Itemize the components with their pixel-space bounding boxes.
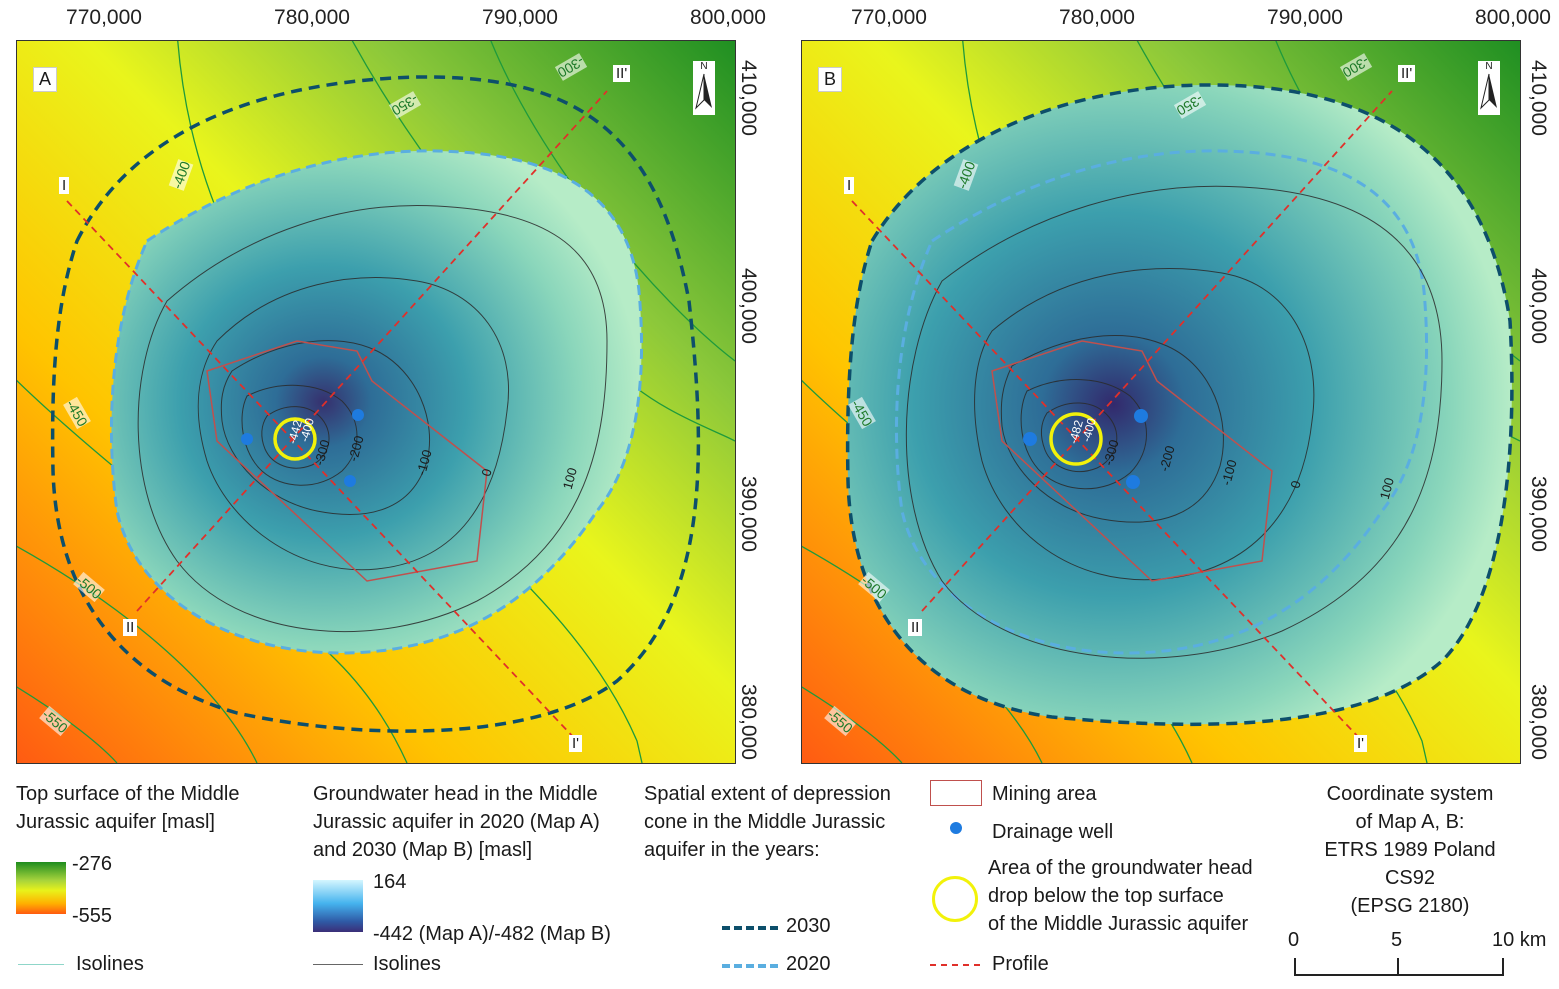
profile-label-ii-prime: II' — [1398, 65, 1416, 82]
legend-line: and 2030 (Map B) [masl] — [313, 839, 532, 861]
head-isoline-swatch — [313, 964, 363, 965]
map-a[interactable]: A N I I' II II' -300 -350 -400 -450 -500… — [16, 40, 736, 764]
scale-ten: 10 km — [1492, 929, 1547, 951]
legend-line: cone in the Middle Jurassic — [644, 811, 886, 833]
y-tick: 390,000 — [737, 476, 760, 552]
legend-line: of Map A, B: — [1355, 811, 1465, 833]
scale-zero: 0 — [1288, 929, 1300, 951]
map-letter: A — [33, 67, 58, 92]
head-ramp — [313, 880, 363, 932]
profile-label-ii-prime: II' — [613, 65, 631, 82]
profile-label-i-prime: I' — [569, 735, 583, 752]
x-tick: 780,000 — [1059, 6, 1135, 29]
head-max: 164 — [373, 871, 407, 893]
legend-line: Top surface of the Middle — [16, 783, 240, 805]
profile-label-ii: II — [123, 619, 138, 636]
north-arrow-icon: N — [693, 61, 715, 115]
legend-line: of the Middle Jurassic aquifer — [988, 913, 1249, 935]
legend-line: Jurassic aquifer in 2020 (Map A) — [313, 811, 600, 833]
y-tick: 390,000 — [1527, 476, 1550, 552]
y-tick: 410,000 — [737, 60, 760, 136]
cone-2030-label: 2030 — [786, 915, 831, 937]
x-tick: 770,000 — [851, 6, 927, 29]
drainage-well-label: Drainage well — [992, 821, 1114, 843]
mining-area-label: Mining area — [992, 783, 1097, 805]
y-tick: 410,000 — [1527, 60, 1550, 136]
north-label: N — [1485, 61, 1493, 72]
legend-line: Spatial extent of depression — [644, 783, 891, 805]
north-label: N — [700, 61, 708, 72]
legend-line: drop below the top surface — [988, 885, 1224, 907]
legend-top-surface-title: Top surface of the Middle Jurassic aquif… — [16, 780, 239, 836]
x-tick: 800,000 — [1475, 6, 1551, 29]
head-isolines-label: Isolines — [373, 953, 441, 975]
profile-swatch — [930, 964, 980, 966]
x-tick: 770,000 — [66, 6, 142, 29]
profile-label-i: I — [844, 177, 855, 194]
head-drop-label: Area of the groundwater head drop below … — [988, 854, 1253, 938]
y-tick: 380,000 — [1527, 684, 1550, 760]
profile-label-ii: II — [908, 619, 923, 636]
head-min: -442 (Map A)/-482 (Map B) — [373, 923, 611, 945]
x-tick: 790,000 — [482, 6, 558, 29]
legend-line: aquifer in the years: — [644, 839, 820, 861]
head-drop-swatch — [932, 876, 978, 922]
x-tick: 800,000 — [690, 6, 766, 29]
legend-line: Jurassic aquifer [masl] — [16, 811, 215, 833]
map-b[interactable]: B N I I' II II' -300 -350 -400 -450 -500… — [801, 40, 1521, 764]
drainage-well-swatch — [950, 822, 962, 834]
x-tick: 780,000 — [274, 6, 350, 29]
y-tick: 380,000 — [737, 684, 760, 760]
legend-line: Groundwater head in the Middle — [313, 783, 598, 805]
top-isolines-label: Isolines — [76, 953, 144, 975]
y-tick: 400,000 — [737, 268, 760, 344]
scale-five: 5 — [1391, 929, 1403, 951]
legend-line: ETRS 1989 Poland CS92 — [1324, 839, 1496, 889]
mining-area-swatch — [930, 780, 982, 806]
scale-bar — [1294, 958, 1504, 976]
north-arrow-icon: N — [1478, 61, 1500, 115]
y-tick: 400,000 — [1527, 268, 1550, 344]
legend-line: Coordinate system — [1326, 783, 1494, 805]
legend-cone-title: Spatial extent of depression cone in the… — [644, 780, 891, 864]
top-surface-min: -555 — [72, 905, 113, 927]
profile-label: Profile — [992, 953, 1049, 975]
cone-2030-swatch — [722, 926, 778, 930]
legend-head-title: Groundwater head in the Middle Jurassic … — [313, 780, 600, 864]
profile-label-i-prime: I' — [1354, 735, 1368, 752]
top-surface-max: -276 — [72, 853, 113, 875]
cone-2020-label: 2020 — [786, 953, 831, 975]
profile-label-i: I — [59, 177, 70, 194]
x-tick: 790,000 — [1267, 6, 1343, 29]
map-letter: B — [818, 67, 843, 92]
cone-2020-swatch — [722, 964, 778, 968]
legend-line: (EPSG 2180) — [1350, 895, 1470, 917]
scale-bar-mid-tick — [1397, 958, 1399, 974]
legend-line: Area of the groundwater head — [988, 857, 1253, 879]
top-surface-ramp — [16, 862, 66, 914]
top-isoline-swatch — [18, 964, 64, 965]
coordinate-system: Coordinate system of Map A, B: ETRS 1989… — [1300, 780, 1520, 920]
